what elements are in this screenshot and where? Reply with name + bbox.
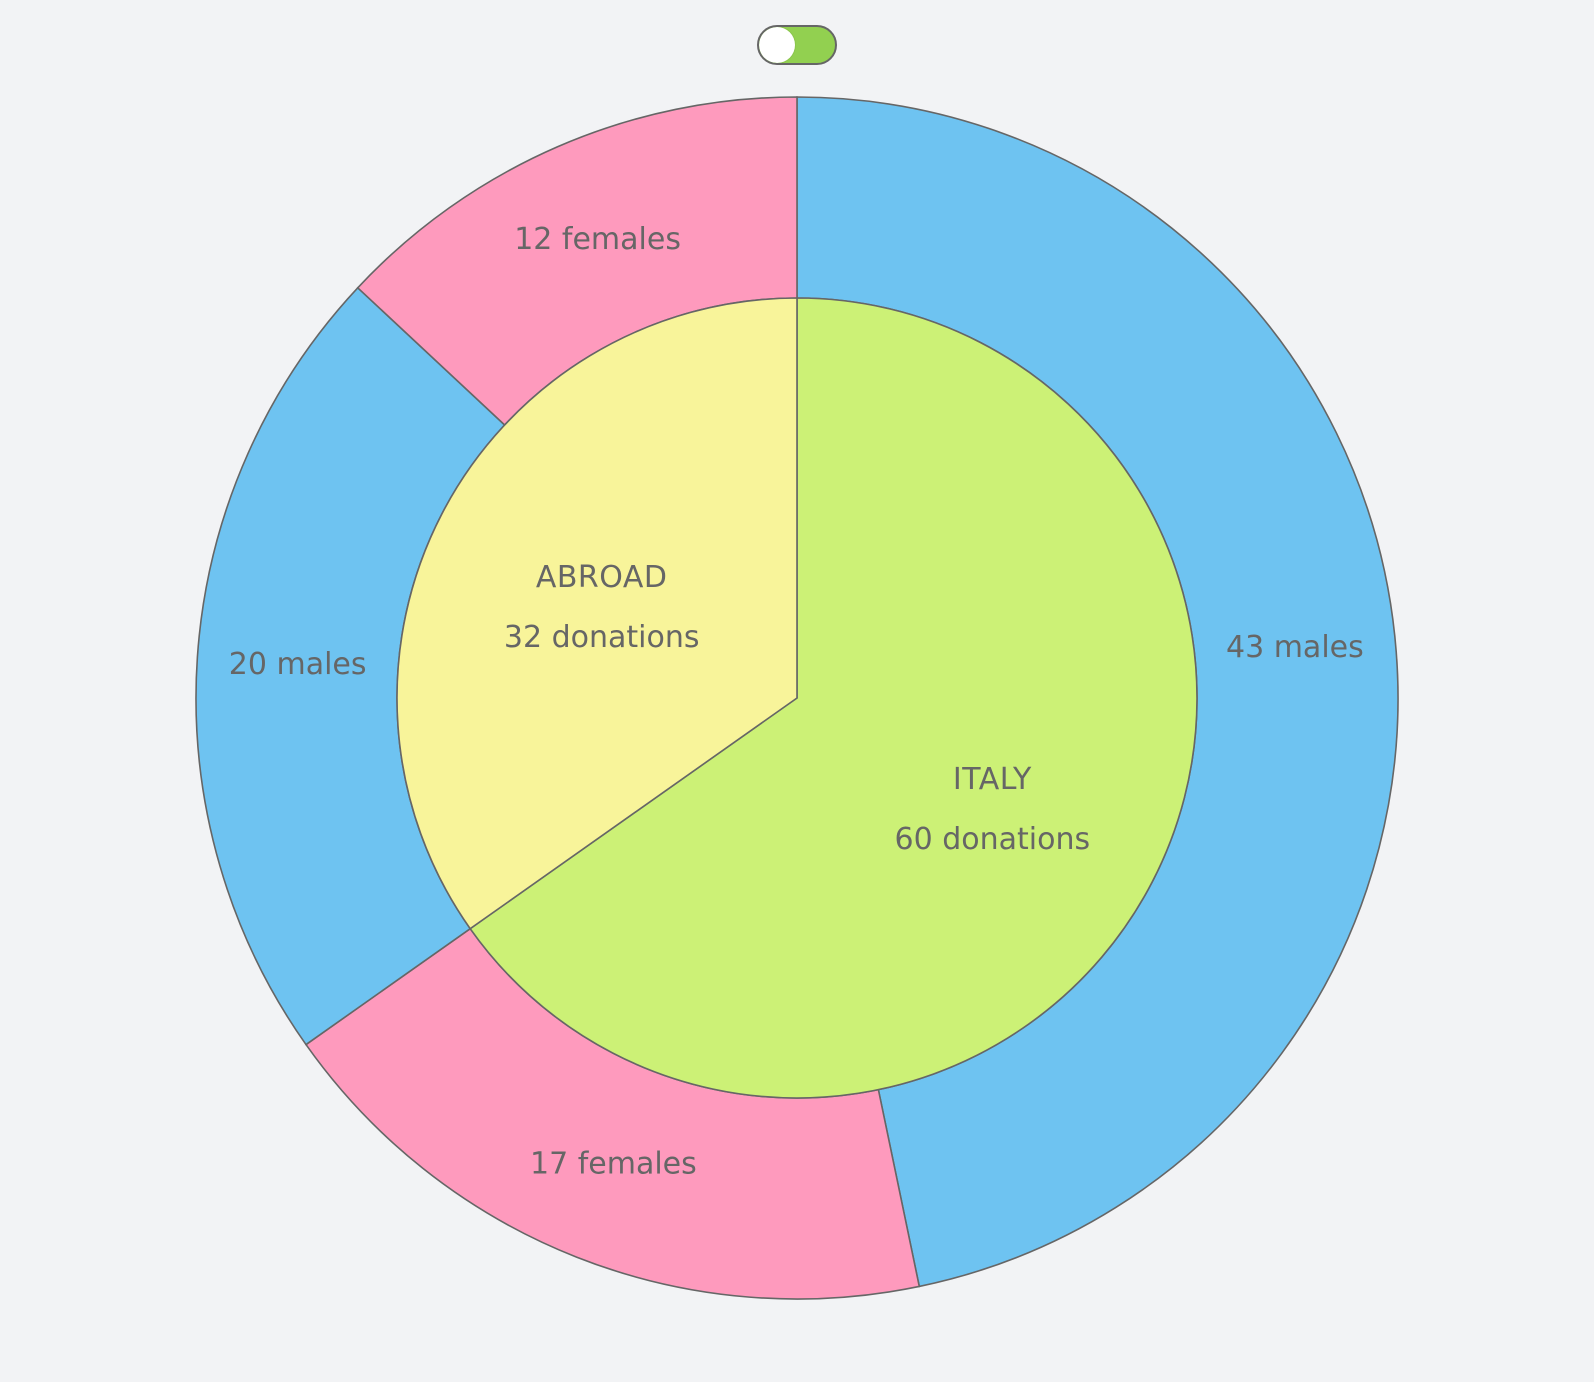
inner-ring [396,297,1198,1099]
inner-value-abroad: 32 donations [504,620,700,655]
outer-label-italy-17-females: 17 females [530,1147,697,1182]
chart-labels: 43 males 17 females 20 males 12 females ITAL… [229,222,1364,1182]
toggle-knob[interactable] [759,27,795,63]
outer-ring [195,96,1399,1300]
inner-value-italy: 60 donations [895,822,1091,857]
inner-label-italy: ITALY [953,762,1032,797]
inner-slice-italy[interactable] [469,297,1198,1099]
outer-label-abroad-12-females: 12 females [514,222,681,257]
inner-slice-abroad[interactable] [396,297,798,930]
view-toggle-switch[interactable] [757,25,837,65]
outer-label-abroad-20-males: 20 males [229,647,367,682]
inner-label-abroad: ABROAD [536,560,668,595]
outer-label-italy-43-males: 43 males [1226,630,1364,665]
